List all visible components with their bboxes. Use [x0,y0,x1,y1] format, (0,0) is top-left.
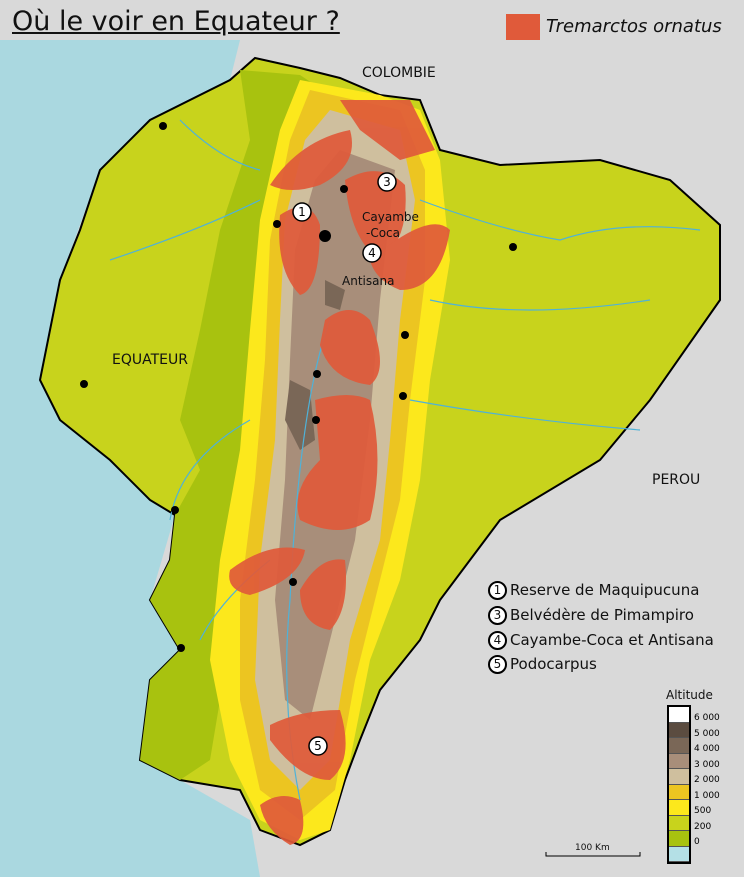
label-ecuador: EQUATEUR [112,352,188,368]
altitude-swatch [669,769,689,785]
label-coca: -Coca [366,226,401,240]
altitude-tick-label: 1 000 [694,790,720,801]
city-dots [80,122,517,652]
altitude-tick-label: 500 [694,806,712,816]
altitude-color-bar [667,705,691,864]
altitude-swatch [669,753,689,769]
altitude-tick-label: 3 000 [694,759,720,770]
altitude-swatch [669,800,689,816]
bear-habitat-areas [229,100,450,845]
altitude-swatch [669,738,689,754]
site-legend-item: 3 Belvédère de Pimampiro [488,606,694,625]
altitude-tick-label: 5 000 [694,728,720,739]
svg-text:3: 3 [383,175,391,189]
sea [0,40,260,877]
label-antisana: Antisana [342,274,395,288]
altitude-tick-label: 200 [694,821,712,832]
altitude-tick-label: 4 000 [694,744,720,754]
altitude-swatch [669,784,689,800]
svg-text:1: 1 [298,205,306,219]
altitude-legend-title: Altitude [666,688,713,702]
altitude-swatch [669,722,689,738]
map-title: Où le voir en Equateur ? [12,6,340,37]
scale-bar [545,852,641,857]
altitude-swatch [669,831,689,847]
site-legend-item: 5 Podocarpus [488,655,597,674]
label-colombia: COLOMBIE [362,65,436,81]
altitude-tick-label: 0 [694,837,700,847]
site-legend-item: 4 Cayambe-Coca et Antisana [488,631,714,650]
site-legend-item: 1 Reserve de Maquipucuna [488,581,699,600]
label-peru: PEROU [652,472,701,488]
svg-text:4: 4 [368,246,376,260]
altitude-swatch [669,846,689,862]
site-markers: 1 3 4 5 [292,172,397,756]
label-cayambe: Cayambe [362,210,419,224]
species-swatch [506,14,540,40]
altitude-swatch [669,815,689,831]
band-5000 [285,280,345,450]
species-legend-label: Tremarctos ornatus [546,16,722,37]
altitude-swatch [669,707,689,723]
altitude-tick-label: 6 000 [694,713,720,723]
svg-text:5: 5 [314,739,322,753]
scale-label: 100 Km [575,843,610,853]
altitude-tick-label: 2 000 [694,775,720,785]
